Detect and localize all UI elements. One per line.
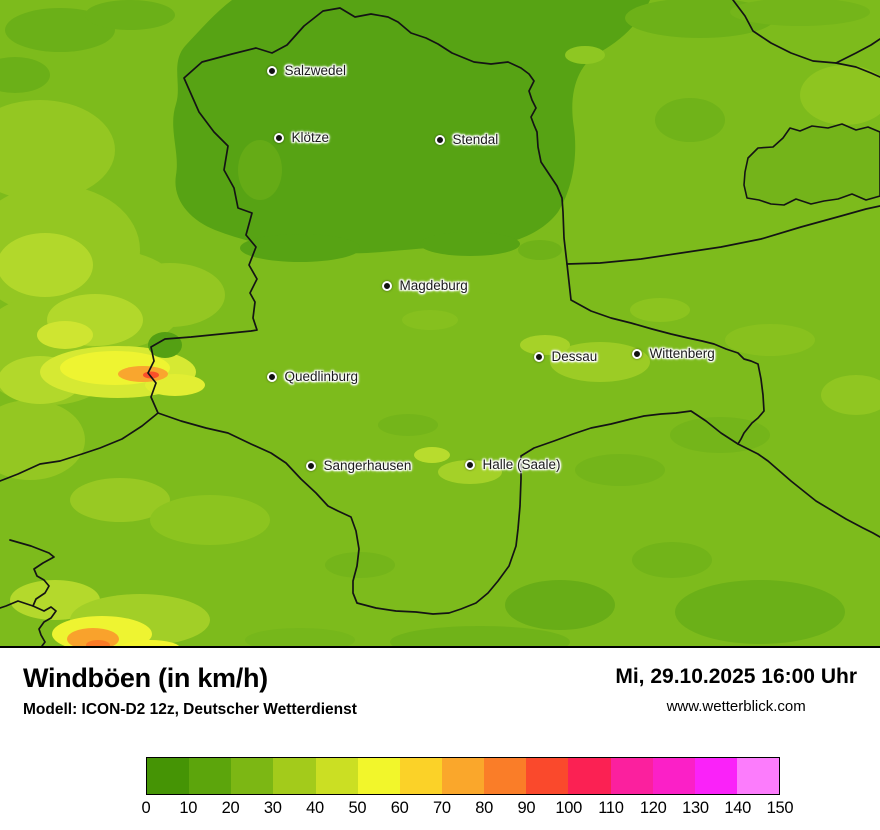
city-label: Quedlinburg [284,369,359,384]
map-texture-northeast [518,0,880,260]
map-southwest-maximum [52,616,180,646]
berlin-boundary [743,123,880,206]
city-quedlinburg: Quedlinburg [266,369,359,384]
legend-segment-80-90 [484,757,527,794]
legend-segment-110-120 [610,757,653,794]
map-light-west [0,100,270,646]
city-label: Klötze [291,130,330,145]
legend-tick-label: 60 [390,798,409,817]
city-marker-icon [266,371,277,382]
city-marker-icon [305,460,316,471]
legend-segment-60-70 [399,757,442,794]
city-label: Wittenberg [649,346,715,361]
legend-tick-label: 90 [517,798,536,817]
legend-segment-120-130 [652,757,695,794]
legend-ticks: 0 10 20 30 40 50 60 70 80 90 100 110 120 130 140 150 [142,798,794,821]
city-marker-icon [533,351,544,362]
legend-segment-10-20 [189,757,232,794]
city-label: Sangerhausen [323,458,412,473]
legend-tick-label: 10 [179,798,198,817]
forecast-datetime: Mi, 29.10.2025 16:00 Uhr [615,665,857,688]
footer-panel: Windböen (in km/h) Modell: ICON-D2 12z, … [0,648,880,821]
legend-bar [146,756,780,795]
city-label: Halle (Saale) [482,457,561,472]
city-magdeburg: Magdeburg [381,278,468,293]
city-halle-saale: Halle (Saale) [464,457,561,472]
city-marker-icon [273,132,284,143]
city-layer: Salzwedel Klötze Stendal Magdeburg Dessau Wit… [266,63,715,473]
legend-segment-70-80 [441,757,485,794]
city-dessau: Dessau [533,349,598,364]
legend-segment-90-100 [526,757,569,794]
legend-tick-label: 20 [221,798,240,817]
city-sangerhausen: Sangerhausen [305,458,412,473]
map-canvas [0,0,880,646]
map-texture-center [378,298,880,486]
legend-tick-label: 50 [348,798,367,817]
map-dark-topleft [0,0,175,93]
legend-segment-130-140 [694,757,737,794]
city-label: Dessau [551,349,598,364]
legend-tick-label: 110 [598,798,624,817]
legend-segment-30-40 [273,757,316,794]
legend-tick-label: 120 [639,798,667,817]
legend-tick-label: 0 [141,798,151,817]
wind-gust-map: Salzwedel Klötze Stendal Magdeburg Dessau Wit… [0,0,880,648]
legend-tick-label: 140 [724,798,752,817]
map-texture-south [245,542,845,646]
city-stendal: Stendal [434,132,499,147]
state-boundaries [0,0,880,646]
legend-segment-40-50 [315,757,358,794]
legend-tick-label: 40 [306,798,324,817]
model-info: Modell: ICON-D2 12z, Deutscher Wetterdie… [23,700,357,718]
legend-tick-label: 150 [766,798,794,817]
legend-segment-0-10 [147,757,190,794]
map-dark-north [173,0,651,254]
legend-segment-140-150 [736,757,780,794]
legend-tick-label: 30 [263,798,282,817]
city-marker-icon [631,348,642,359]
legend-segment-50-60 [357,757,400,794]
city-marker-icon [266,65,277,76]
city-marker-icon [434,134,445,145]
page-title: Windböen (in km/h) [23,663,268,693]
map-harz-maximum [40,332,205,398]
legend-tick-label: 130 [682,798,709,817]
city-salzwedel: Salzwedel [266,63,347,78]
website-url: www.wetterblick.com [666,698,806,716]
legend-segment-100-110 [568,757,611,794]
city-klötze: Klötze [273,130,330,145]
city-wittenberg: Wittenberg [631,346,715,361]
city-marker-icon [464,459,475,470]
city-label: Magdeburg [399,278,468,293]
color-scale-legend: 0 10 20 30 40 50 60 70 80 90 100 110 120 130 140 150 [142,756,794,821]
legend-tick-label: 70 [432,798,451,817]
legend-tick-label: 80 [475,798,494,817]
city-label: Stendal [452,132,499,147]
city-label: Salzwedel [284,63,347,78]
legend-segment-20-30 [231,757,274,794]
city-marker-icon [381,280,392,291]
legend-tick-label: 100 [555,798,582,817]
